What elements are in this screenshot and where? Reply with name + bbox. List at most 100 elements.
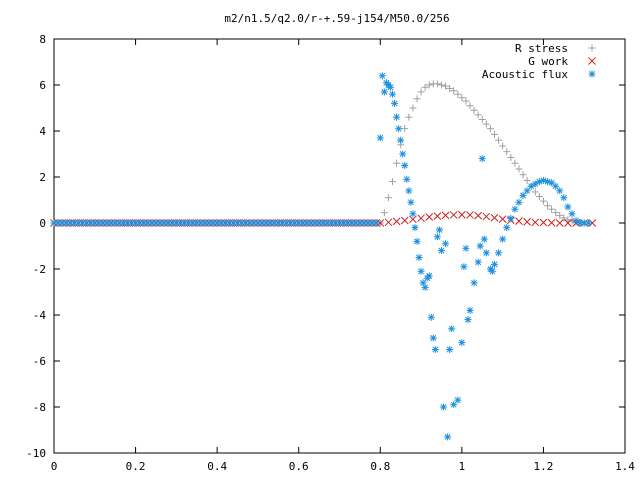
y-tick-label: 8 xyxy=(39,33,46,46)
y-tick-label: 6 xyxy=(39,79,46,92)
point-g-work xyxy=(539,218,548,227)
point-r-stress xyxy=(523,176,531,184)
point-r-stress xyxy=(556,211,564,219)
point-acoustic-flux xyxy=(435,226,443,234)
legend-marker-acoustic-flux xyxy=(588,70,596,78)
point-r-stress xyxy=(409,104,417,112)
point-acoustic-flux xyxy=(393,113,401,121)
point-r-stress xyxy=(552,209,560,217)
y-tick-label: -2 xyxy=(33,263,46,276)
point-acoustic-flux xyxy=(427,313,435,321)
point-g-work xyxy=(474,211,483,220)
legend-symbol-r-stress xyxy=(588,44,596,52)
point-g-work xyxy=(523,217,531,226)
point-g-work xyxy=(409,215,417,224)
point-g-work xyxy=(449,211,458,219)
legend-symbol-g-work xyxy=(588,57,596,65)
point-r-stress xyxy=(503,148,511,156)
point-acoustic-flux xyxy=(380,88,388,96)
point-g-work xyxy=(433,212,442,220)
point-g-work xyxy=(392,217,401,226)
x-tick-label: 1.2 xyxy=(533,460,553,473)
point-acoustic-flux xyxy=(490,260,498,268)
point-acoustic-flux xyxy=(401,162,409,169)
point-acoustic-flux xyxy=(442,240,450,248)
point-acoustic-flux xyxy=(409,210,417,218)
point-acoustic-flux xyxy=(403,175,411,183)
legend-marker-g-work xyxy=(588,57,596,65)
point-acoustic-flux xyxy=(507,214,515,222)
y-tick-label: -10 xyxy=(26,447,46,460)
point-acoustic-flux xyxy=(480,235,488,243)
point-r-stress xyxy=(535,193,543,201)
point-acoustic-flux xyxy=(552,182,560,190)
point-r-stress xyxy=(405,113,413,121)
point-acoustic-flux xyxy=(446,346,454,353)
point-acoustic-flux xyxy=(548,179,556,187)
x-tick-label: 1.4 xyxy=(615,460,635,473)
x-tick-label: 0.2 xyxy=(126,460,146,473)
point-acoustic-flux xyxy=(515,198,523,206)
point-r-stress xyxy=(495,136,503,144)
point-g-work xyxy=(490,213,499,222)
x-ticks: 0 0.2 0.4 0.6 0.8 1 1.2 1.4 xyxy=(51,39,635,473)
point-r-stress xyxy=(442,82,450,90)
legend-marker-r-stress xyxy=(588,44,596,52)
point-r-stress xyxy=(380,209,388,217)
point-r-stress xyxy=(548,205,556,213)
point-r-stress xyxy=(470,106,478,114)
legend-symbol-acoustic-flux xyxy=(588,70,596,78)
series-r-stress xyxy=(50,80,588,227)
point-acoustic-flux xyxy=(421,283,429,291)
point-acoustic-flux xyxy=(431,346,439,353)
plot-area xyxy=(53,38,626,454)
point-r-stress xyxy=(507,153,515,161)
point-r-stress xyxy=(482,120,490,128)
point-r-stress xyxy=(446,84,454,92)
point-g-work xyxy=(466,211,474,219)
point-acoustic-flux xyxy=(386,83,394,91)
point-g-work xyxy=(417,214,425,223)
y-tick-label: -4 xyxy=(33,309,47,322)
x-tick-label: 1 xyxy=(459,460,466,473)
point-g-work xyxy=(547,218,556,227)
point-acoustic-flux xyxy=(560,194,568,202)
point-acoustic-flux xyxy=(564,203,572,211)
point-acoustic-flux xyxy=(499,235,507,243)
point-g-work xyxy=(400,216,409,225)
point-g-work xyxy=(555,219,564,227)
point-r-stress xyxy=(462,97,470,105)
point-r-stress xyxy=(478,116,486,123)
point-acoustic-flux xyxy=(407,198,415,206)
legend-label-g-work: G work xyxy=(528,55,568,68)
point-acoustic-flux xyxy=(415,254,423,261)
y-tick-label: -6 xyxy=(33,355,46,368)
point-acoustic-flux xyxy=(495,249,503,257)
point-r-stress xyxy=(474,111,482,119)
point-r-stress xyxy=(389,178,397,186)
y-tick-label: 4 xyxy=(39,125,46,138)
point-g-work xyxy=(384,218,393,227)
x-tick-label: 0.4 xyxy=(207,460,227,473)
y-tick-label: 2 xyxy=(39,171,46,184)
chart-title: m2/n1.5/q2.0/r-+.59-j154/M50.0/256 xyxy=(224,12,449,25)
point-acoustic-flux xyxy=(376,134,384,142)
legend-label-acoustic-flux: Acoustic flux xyxy=(482,68,568,81)
point-acoustic-flux xyxy=(378,72,386,80)
point-g-work xyxy=(482,212,491,221)
point-r-stress xyxy=(499,142,507,150)
point-acoustic-flux xyxy=(389,90,397,98)
point-r-stress xyxy=(466,102,474,110)
point-r-stress xyxy=(433,80,441,88)
point-acoustic-flux xyxy=(391,99,399,107)
point-r-stress xyxy=(417,88,425,96)
point-g-work xyxy=(564,219,572,227)
series-layer xyxy=(50,72,597,441)
series-acoustic-flux xyxy=(50,72,592,441)
point-acoustic-flux xyxy=(397,136,405,144)
point-r-stress xyxy=(421,83,429,91)
point-r-stress xyxy=(437,81,445,89)
point-acoustic-flux xyxy=(440,403,448,411)
point-r-stress xyxy=(393,159,401,167)
